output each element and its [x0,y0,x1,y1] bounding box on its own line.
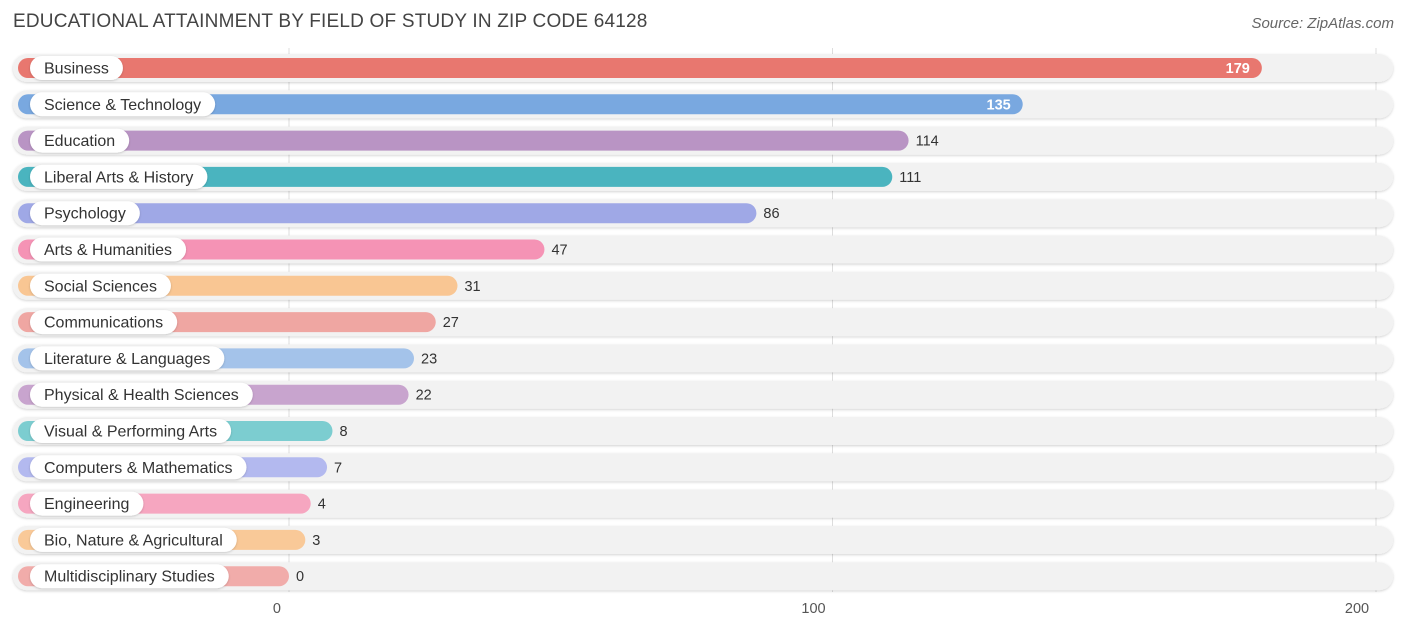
bar-row: Multidisciplinary Studies 0 [13,562,1393,591]
bar-track [13,489,1393,518]
bar-row: Education 114 [13,126,1393,155]
category-label-bg [30,346,225,371]
bar-row: Visual & Performing Arts 8 [13,417,1393,445]
value-label: 7 [334,460,342,476]
bar-row: Arts & Humanities 47 [13,235,1393,264]
category-label-bg [30,527,237,552]
category-label: Physical & Health Sciences [44,387,239,404]
category-label-bg [30,310,178,335]
bar-row: Physical & Health Sciences 22 [13,380,1393,409]
category-label: Engineering [44,496,129,513]
bar [18,203,757,224]
bar-track [13,525,1393,554]
category-label: Social Sciences [44,278,157,295]
value-label: 47 [551,243,567,259]
value-label: 86 [763,206,779,222]
bar-row: Literature & Languages 23 [13,344,1393,373]
category-label-bg [30,128,130,153]
bar-row: Engineering 4 [13,489,1393,518]
category-label-bg [30,273,171,298]
category-label-bg [30,201,140,226]
value-label: 22 [416,388,432,404]
x-tick-label: 0 [273,601,281,617]
category-label-bg [30,237,187,262]
bar-row: Business 179 [13,54,1393,82]
bar-row: Communications 27 [13,308,1393,337]
category-label: Visual & Performing Arts [44,424,217,441]
value-label: 179 [1226,61,1250,77]
bar-track [13,562,1393,591]
bar-row: Bio, Nature & Agricultural 3 [13,525,1393,554]
value-label: 4 [318,497,326,513]
x-tick-label: 100 [801,601,825,617]
value-label: 23 [421,351,437,367]
value-label: 8 [339,424,347,440]
bar [18,94,1023,115]
category-label: Communications [44,315,163,332]
category-label-bg [30,491,144,516]
category-label-bg [30,56,123,80]
category-label: Business [44,61,109,78]
category-label-bg [30,455,247,480]
category-label: Liberal Arts & History [44,169,193,186]
category-label-bg [30,382,253,407]
bar-row: Science & Technology 135 [13,90,1393,119]
category-label: Bio, Nature & Agricultural [44,532,223,549]
category-label-bg [30,92,216,117]
value-label: 135 [987,97,1011,113]
value-label: 27 [443,315,459,331]
category-label: Psychology [44,206,126,223]
category-label: Science & Technology [44,97,201,114]
value-label: 3 [312,533,320,549]
value-label: 114 [916,134,939,150]
value-label: 111 [899,170,921,186]
chart-title: EDUCATIONAL ATTAINMENT BY FIELD OF STUDY… [13,11,648,32]
bar-row: Social Sciences 31 [13,271,1393,300]
value-label: 0 [296,569,304,585]
category-label: Education [44,133,115,150]
bar-row: Liberal Arts & History 111 [13,162,1393,191]
bar-track [13,417,1393,445]
bar-row: Psychology 86 [13,199,1393,228]
category-label: Computers & Mathematics [44,460,233,477]
bar-row: Computers & Mathematics 7 [13,453,1393,482]
value-label: 31 [464,279,480,295]
bar-track [13,453,1393,482]
category-label: Multidisciplinary Studies [44,569,215,586]
category-label-bg [30,419,232,443]
category-label-bg [30,564,229,589]
bar [18,58,1262,78]
bar [18,166,893,187]
category-label: Literature & Languages [44,351,210,368]
source-label: Source: ZipAtlas.com [1251,15,1394,32]
category-label-bg [30,164,208,189]
bar [18,130,909,151]
category-label: Arts & Humanities [44,242,172,259]
x-tick-label: 200 [1345,601,1369,617]
